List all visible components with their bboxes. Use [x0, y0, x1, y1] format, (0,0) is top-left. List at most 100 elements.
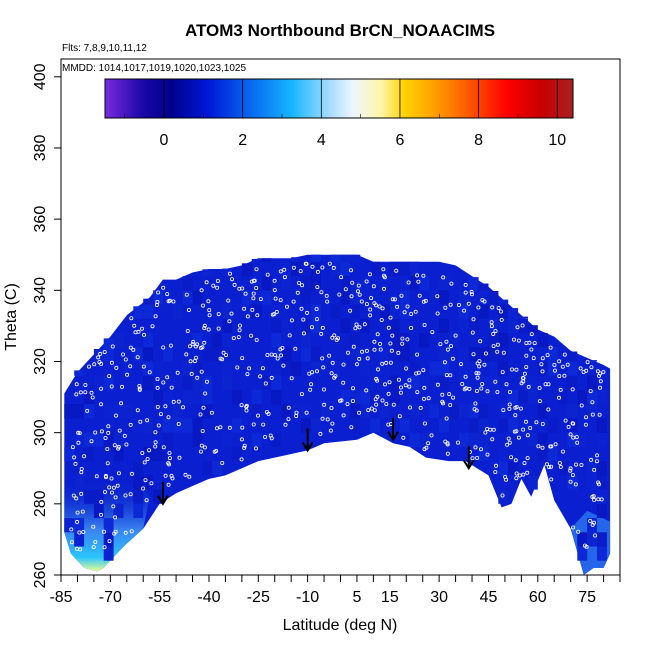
- colorbar: [104, 78, 574, 119]
- y-tick-label: 300: [32, 419, 49, 446]
- observation-point: [263, 381, 268, 386]
- observation-point: [102, 545, 107, 550]
- observation-point: [522, 461, 527, 466]
- observation-point: [321, 387, 326, 392]
- observation-point: [557, 395, 562, 400]
- observation-point: [214, 426, 219, 431]
- observation-point: [289, 376, 294, 381]
- field-cell: [478, 283, 489, 291]
- observation-point: [592, 467, 597, 472]
- field-cell: [74, 532, 85, 547]
- observation-point: [125, 372, 130, 377]
- observation-point: [330, 335, 335, 340]
- observation-point: [76, 440, 81, 445]
- observation-point: [595, 453, 600, 458]
- observation-point: [529, 332, 534, 337]
- field-cell: [587, 375, 597, 390]
- observation-point: [594, 459, 599, 464]
- flights-note: Flts: 7,8,9,10,11,12: [62, 43, 147, 54]
- observation-point: [203, 391, 208, 396]
- observation-point: [332, 333, 337, 338]
- observation-point: [242, 443, 247, 448]
- field-cell: [93, 489, 104, 504]
- field-cell: [74, 404, 85, 419]
- observation-point: [540, 369, 545, 374]
- observation-point: [109, 476, 114, 481]
- field-cell: [143, 298, 154, 305]
- field-cell: [488, 361, 499, 376]
- field-cell: [557, 390, 568, 405]
- observation-point: [295, 290, 300, 295]
- observation-point: [448, 402, 453, 407]
- field-cell: [389, 333, 400, 348]
- observation-point: [415, 390, 420, 395]
- observation-point: [521, 427, 526, 432]
- observation-point: [574, 435, 579, 440]
- observation-point: [584, 544, 589, 549]
- field-cell: [143, 361, 154, 376]
- field-cell: [113, 333, 124, 348]
- field-cell: [261, 276, 272, 291]
- observation-point: [110, 344, 115, 349]
- field-cell: [370, 418, 380, 433]
- observation-point: [168, 343, 173, 348]
- observation-point: [79, 491, 84, 496]
- observation-point: [413, 309, 418, 314]
- observation-point: [102, 349, 107, 354]
- field-cell: [537, 432, 548, 447]
- observation-point: [507, 406, 512, 411]
- field-cell: [143, 446, 154, 462]
- field-cell: [192, 418, 203, 433]
- observation-point: [187, 344, 192, 349]
- observation-point: [549, 464, 554, 469]
- observation-point: [120, 384, 125, 389]
- field-cell: [202, 461, 213, 476]
- observation-point: [493, 469, 498, 474]
- observation-point: [450, 356, 455, 361]
- field-cell: [172, 404, 183, 419]
- field-cell: [468, 418, 479, 433]
- observation-point: [371, 284, 376, 289]
- observation-point: [597, 412, 602, 417]
- observation-point: [495, 342, 500, 347]
- field-cell: [518, 418, 528, 433]
- observation-point: [300, 283, 305, 288]
- field-cell: [537, 347, 548, 362]
- observation-point: [239, 457, 244, 462]
- observation-point: [128, 492, 133, 497]
- field-cell: [162, 347, 173, 362]
- observation-point: [169, 385, 174, 390]
- observation-point: [568, 432, 573, 437]
- field-cell: [153, 446, 163, 462]
- observation-point: [501, 408, 506, 413]
- field-cell: [468, 432, 479, 447]
- field-cell: [281, 404, 292, 419]
- observation-point: [531, 356, 536, 361]
- observation-point: [483, 430, 488, 435]
- observation-point: [328, 428, 333, 433]
- field-cell: [478, 290, 489, 305]
- field-cell: [271, 333, 282, 348]
- field-cell: [468, 318, 479, 333]
- field-cell: [64, 446, 75, 462]
- observation-point: [526, 384, 531, 389]
- observation-point: [453, 333, 458, 338]
- observation-point: [488, 427, 493, 432]
- observation-point: [507, 389, 512, 394]
- field-cell: [350, 418, 361, 433]
- field-cell: [389, 318, 400, 333]
- field-cell: [251, 361, 262, 376]
- observation-point: [545, 462, 550, 467]
- observation-point: [192, 359, 197, 364]
- field-cell: [370, 390, 380, 405]
- observation-point: [491, 331, 496, 336]
- field-cell: [380, 361, 390, 376]
- observation-point: [269, 352, 274, 357]
- field-cell: [547, 418, 558, 433]
- observation-point: [362, 322, 367, 327]
- observation-point: [568, 468, 573, 473]
- field-cell: [340, 290, 351, 305]
- observation-point: [274, 309, 279, 314]
- observation-point: [549, 444, 554, 449]
- field-cell: [350, 404, 361, 419]
